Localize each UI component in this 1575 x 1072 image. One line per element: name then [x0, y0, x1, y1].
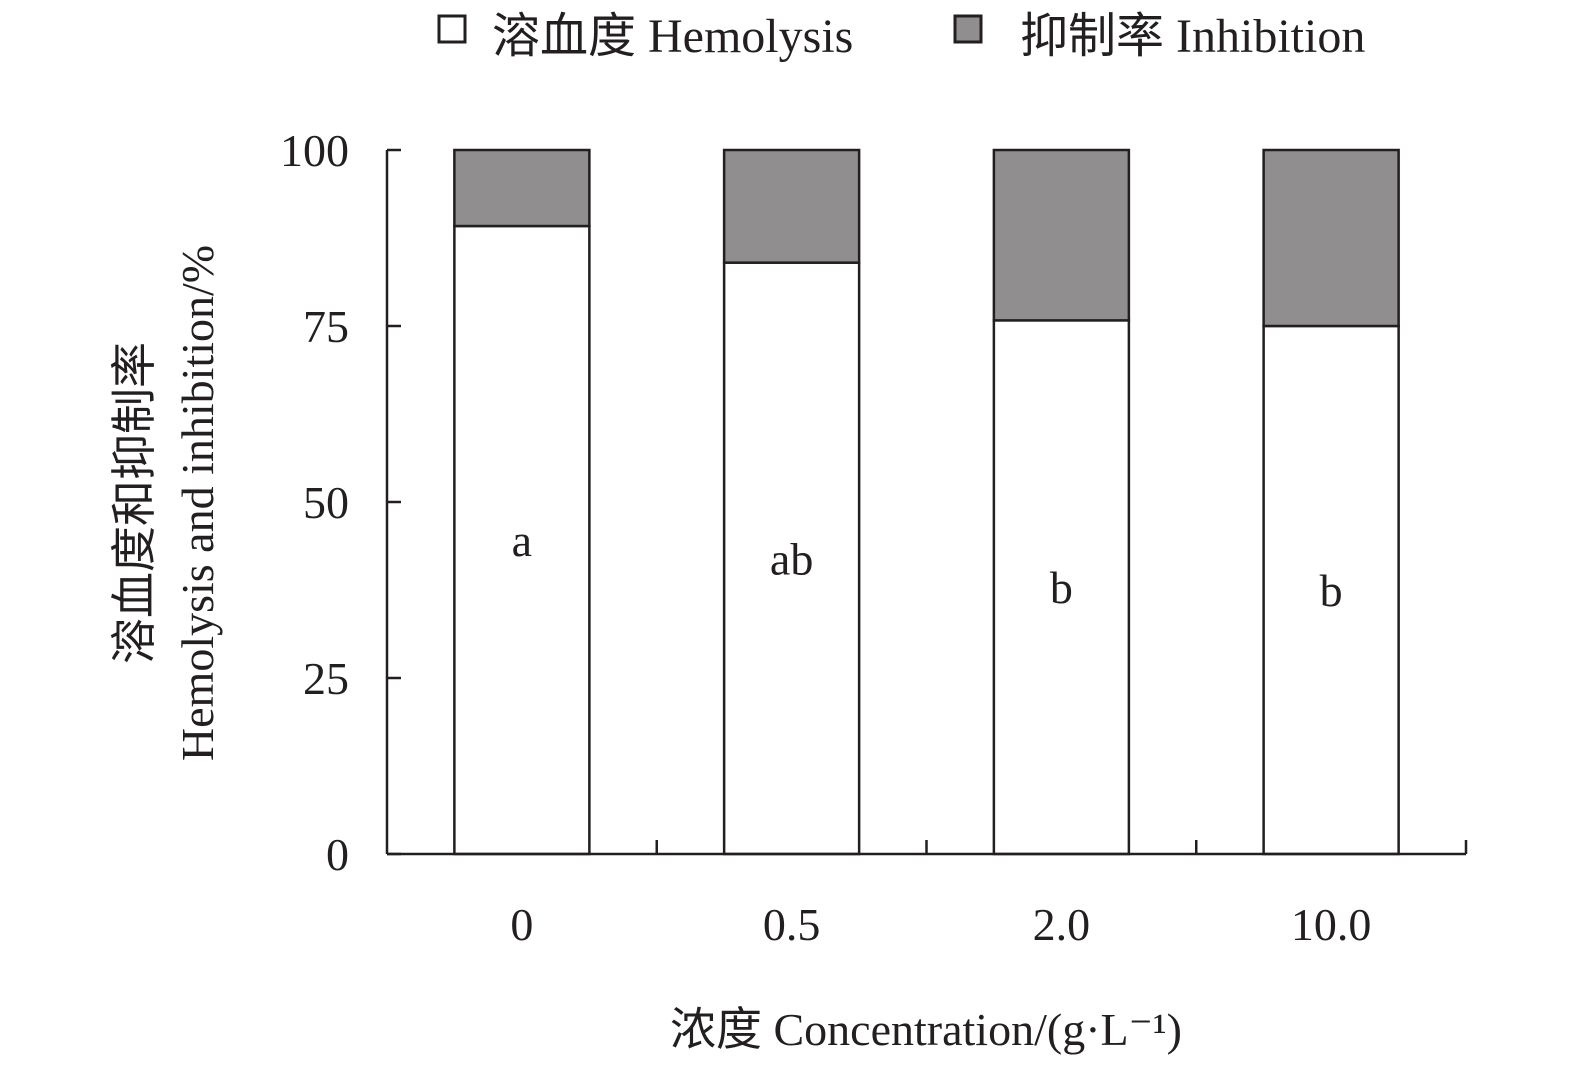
legend: 溶血度 Hemolysis 抑制率 Inhibition [437, 10, 1365, 63]
x-tick-label-0: 0 [510, 899, 533, 950]
bars-layer [453, 148, 1400, 856]
bar-inhibition-0 [453, 148, 591, 228]
bar-inhibition-2 [992, 148, 1131, 322]
x-tick-label-3: 10.0 [1291, 899, 1372, 950]
significance-label-3: b [1320, 565, 1343, 616]
y-axis-title-line1: 溶血度和抑制率 [109, 342, 160, 664]
significance-label-0: a [512, 515, 532, 566]
significance-label-1: ab [770, 533, 813, 584]
x-tick-label-2: 2.0 [1033, 899, 1091, 950]
legend-label-hemolysis: 溶血度 Hemolysis [492, 10, 853, 63]
bar-hemolysis-0 [453, 224, 591, 856]
bar-hemolysis-1 [722, 261, 861, 856]
y-axis-title-line2: Hemolysis and inhibition/% [172, 245, 223, 761]
bar-hemolysis-3 [1262, 324, 1400, 856]
significance-label-2: b [1050, 562, 1073, 613]
bar-inhibition-1 [722, 148, 861, 264]
x-tick-label-1: 0.5 [763, 899, 821, 950]
x-axis-title: 浓度 Concentration/(g·L⁻¹) [670, 1004, 1182, 1055]
y-tick-label-1: 25 [303, 653, 349, 704]
y-tick-label-0: 0 [326, 829, 349, 880]
y-tick-label-2: 50 [303, 477, 349, 528]
legend-swatch-inhibition [953, 14, 983, 44]
significance-labels: a ab b b [512, 515, 1343, 616]
legend-label-inhibition: 抑制率 Inhibition [1020, 10, 1365, 63]
bar-inhibition-3 [1262, 148, 1400, 328]
legend-swatch-hemolysis [437, 14, 467, 44]
axes: 0 0.5 2.0 10.0 0 25 50 75 100 [280, 125, 1468, 950]
y-tick-label-3: 75 [303, 301, 349, 352]
y-tick-label-4: 100 [280, 125, 349, 176]
